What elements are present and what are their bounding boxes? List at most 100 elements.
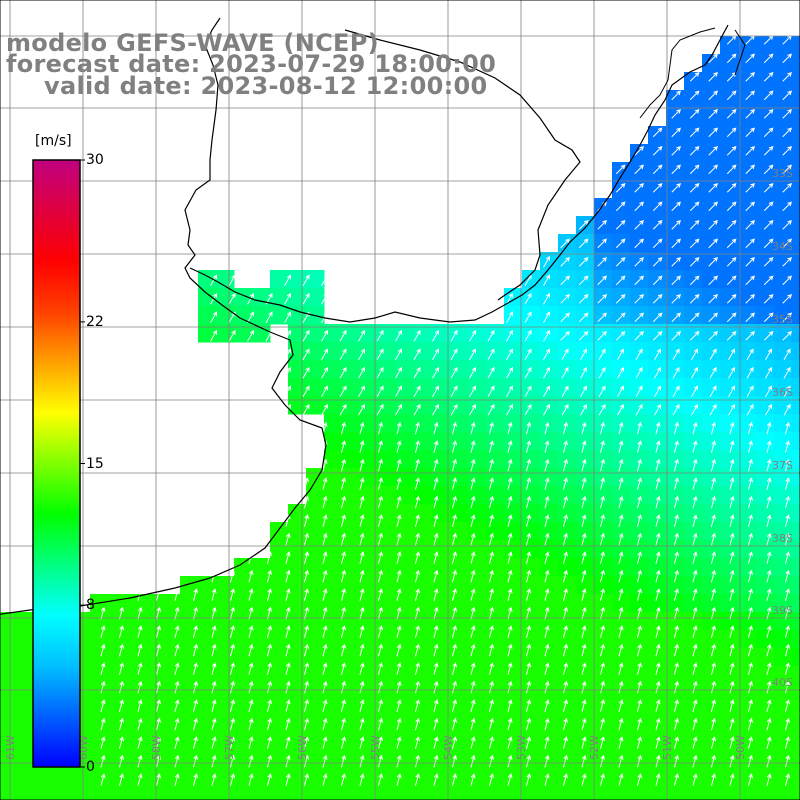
- field-cell: [612, 648, 631, 667]
- wind-arrow: [763, 90, 774, 101]
- field-cell: [486, 774, 505, 793]
- wind-arrow: [652, 238, 663, 249]
- field-cell: [378, 450, 397, 469]
- field-cell: [126, 684, 145, 703]
- wind-arrow: [470, 421, 476, 435]
- field-cell: [414, 756, 433, 775]
- field-cell: [792, 558, 800, 577]
- lat-label: 39S: [772, 604, 793, 617]
- wind-arrow: [487, 348, 495, 360]
- wind-arrow: [433, 458, 439, 472]
- wind-arrow: [578, 294, 589, 304]
- field-cell: [684, 648, 703, 667]
- field-cell: [774, 378, 793, 397]
- field-cell: [180, 666, 199, 685]
- wind-arrow: [525, 495, 531, 509]
- field-cell: [306, 486, 325, 505]
- field-cell: [774, 774, 793, 793]
- field-cell: [432, 432, 451, 451]
- wind-arrow: [100, 699, 106, 712]
- wind-arrow: [506, 348, 514, 360]
- field-cell: [774, 630, 793, 649]
- field-cell: [216, 288, 235, 307]
- field-cell: [288, 774, 307, 793]
- wind-arrow: [689, 72, 700, 82]
- wind-arrow: [229, 643, 235, 657]
- field-cell: [216, 630, 235, 649]
- wind-arrow: [192, 643, 198, 657]
- field-cell: [504, 522, 523, 541]
- wind-arrow: [488, 625, 494, 638]
- wind-arrow: [635, 348, 643, 360]
- field-cell: [252, 324, 271, 343]
- field-cell: [738, 486, 757, 505]
- wind-arrow: [655, 458, 661, 472]
- wind-arrow: [729, 569, 735, 583]
- wind-arrow: [377, 421, 383, 435]
- wind-arrow: [340, 625, 346, 638]
- wind-arrow: [284, 348, 292, 360]
- wind-arrow: [118, 606, 124, 620]
- field-cell: [702, 504, 721, 523]
- wind-arrow: [303, 551, 309, 564]
- wind-arrow: [174, 699, 180, 712]
- field-cell: [486, 396, 505, 415]
- field-cell: [720, 540, 739, 559]
- field-cell: [702, 198, 721, 217]
- field-cell: [630, 648, 649, 667]
- wind-arrow: [359, 606, 365, 620]
- field-cell: [486, 738, 505, 757]
- field-cell: [396, 666, 415, 685]
- wind-arrow: [470, 532, 476, 546]
- wind-arrow: [710, 495, 716, 509]
- wind-arrow: [229, 588, 235, 601]
- wind-arrow: [782, 294, 792, 304]
- wind-arrow: [597, 312, 607, 323]
- wind-arrow: [433, 551, 439, 564]
- field-cell: [144, 630, 163, 649]
- field-cell: [540, 738, 559, 757]
- wind-arrow: [414, 569, 420, 583]
- field-cell: [594, 666, 613, 685]
- field-cell: [774, 306, 793, 325]
- wind-arrow: [763, 331, 774, 341]
- field-cell: [612, 792, 631, 800]
- wind-arrow: [636, 495, 642, 509]
- field-cell: [648, 558, 667, 577]
- wind-arrow: [763, 127, 774, 138]
- field-cell: [774, 576, 793, 595]
- field-cell: [216, 612, 235, 631]
- field-cell: [234, 288, 253, 307]
- field-cell: [666, 432, 685, 451]
- field-cell: [306, 270, 325, 289]
- field-cell: [504, 360, 523, 379]
- field-cell: [198, 648, 217, 667]
- field-cell: [378, 594, 397, 613]
- wind-arrow: [359, 754, 365, 768]
- field-cell: [756, 792, 775, 800]
- field-cell: [324, 378, 343, 397]
- wind-arrow: [599, 532, 605, 546]
- field-cell: [414, 648, 433, 667]
- wind-arrow: [211, 625, 217, 638]
- field-cell: [432, 324, 451, 343]
- field-cell: [252, 558, 271, 577]
- wind-arrow: [562, 625, 568, 638]
- field-cell: [360, 630, 379, 649]
- wind-arrow: [747, 717, 753, 731]
- wind-arrow: [303, 662, 309, 675]
- field-cell: [342, 648, 361, 667]
- field-cell: [270, 594, 289, 613]
- wind-arrow: [765, 348, 773, 360]
- field-cell: [648, 450, 667, 469]
- field-cell: [738, 630, 757, 649]
- wind-arrow: [634, 164, 644, 175]
- field-cell: [630, 630, 649, 649]
- wind-arrow: [689, 257, 700, 267]
- wind-arrow: [618, 569, 624, 583]
- field-cell: [648, 540, 667, 559]
- wind-arrow: [746, 366, 754, 379]
- field-cell: [216, 576, 235, 595]
- wind-arrow: [525, 440, 531, 453]
- wind-arrow: [578, 312, 589, 323]
